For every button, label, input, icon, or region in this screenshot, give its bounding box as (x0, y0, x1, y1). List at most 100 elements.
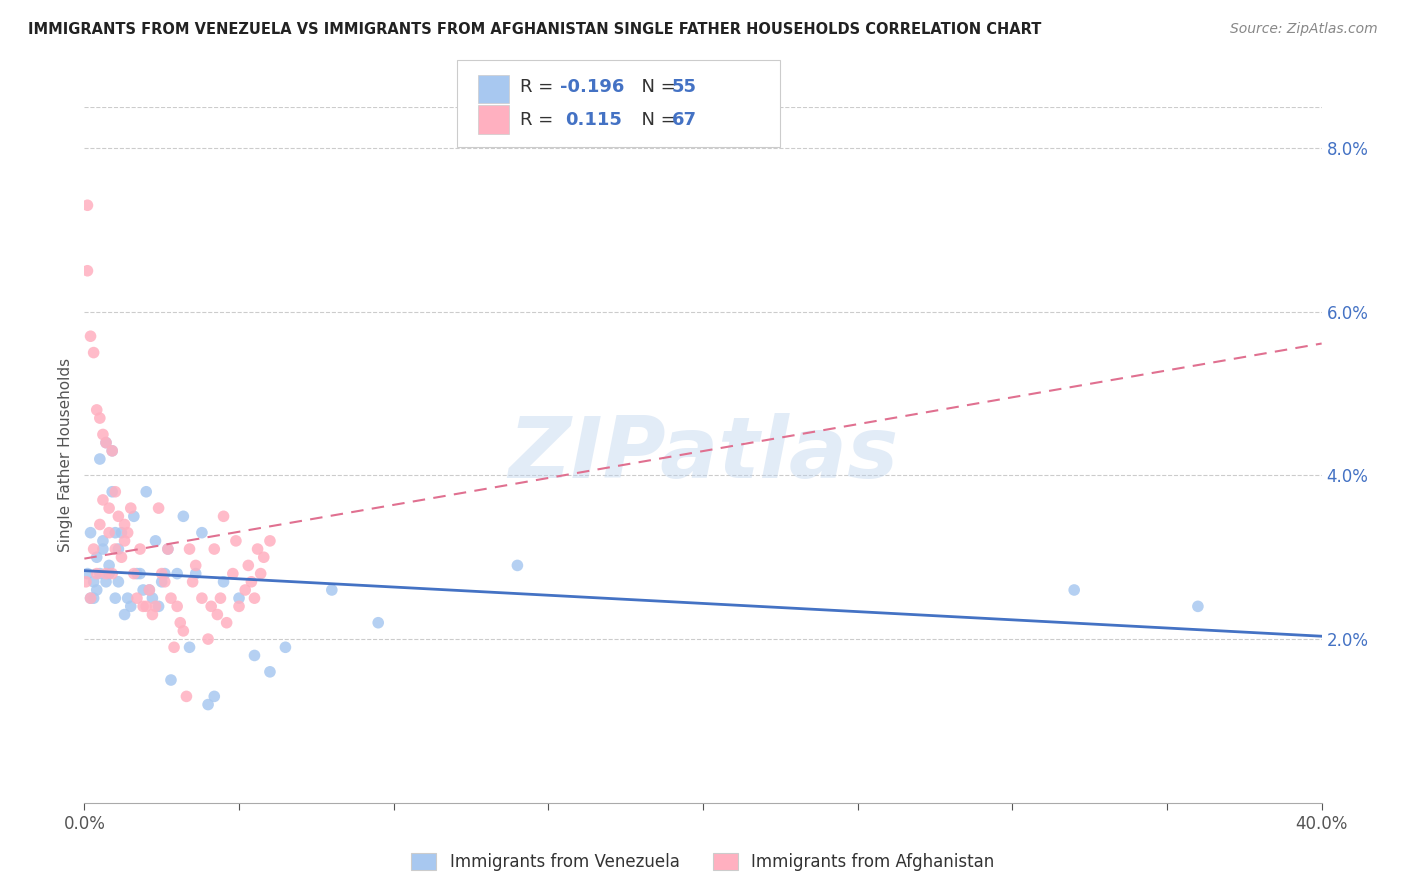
Point (101, 443, 124, 458)
Point (506, 558, 529, 573)
Point (107, 509, 129, 524)
Point (179, 640, 201, 655)
Point (1063, 582, 1085, 597)
Point (107, 574, 129, 589)
Point (104, 542, 127, 557)
Point (114, 607, 136, 622)
Point (169, 615, 191, 630)
Point (153, 566, 176, 581)
Point (117, 591, 139, 606)
Point (1187, 599, 1209, 614)
Point (184, 558, 207, 573)
Point (172, 624, 194, 638)
Point (141, 591, 163, 606)
Point (76, 264, 98, 278)
Point (135, 599, 157, 614)
Point (83, 591, 105, 606)
Text: 0.115: 0.115 (565, 111, 621, 128)
Point (184, 566, 207, 581)
Text: R =: R = (520, 111, 565, 128)
Point (114, 533, 136, 548)
Point (98, 566, 121, 581)
Point (91, 542, 114, 557)
Point (191, 525, 214, 540)
Point (249, 566, 271, 581)
Point (202, 690, 225, 704)
Point (122, 566, 145, 581)
Point (274, 640, 297, 655)
Point (145, 599, 167, 614)
Point (91, 492, 114, 507)
Point (367, 615, 389, 630)
Text: 55: 55 (672, 78, 697, 96)
Point (86, 550, 108, 565)
Point (135, 484, 157, 499)
Point (179, 542, 201, 557)
Point (246, 542, 269, 557)
Point (120, 501, 142, 516)
Point (172, 509, 194, 524)
Point (212, 574, 235, 589)
Point (243, 648, 266, 663)
Point (79, 591, 101, 606)
Point (101, 566, 124, 581)
Point (156, 542, 179, 557)
Point (132, 599, 155, 614)
Point (98, 525, 121, 540)
Text: N =: N = (630, 78, 682, 96)
Point (101, 443, 124, 458)
Point (101, 484, 124, 499)
Point (233, 582, 256, 597)
Point (129, 542, 152, 557)
Point (145, 533, 167, 548)
Point (153, 574, 176, 589)
Point (200, 599, 222, 614)
Point (253, 550, 276, 565)
Point (243, 591, 266, 606)
Point (83, 345, 105, 359)
Point (104, 591, 127, 606)
Point (125, 566, 148, 581)
Point (114, 517, 136, 532)
Point (89, 411, 111, 425)
Point (259, 665, 281, 679)
Point (110, 525, 132, 540)
Point (76, 198, 98, 212)
Point (166, 566, 188, 581)
Point (110, 550, 132, 565)
Point (225, 533, 247, 548)
Text: -0.196: -0.196 (560, 78, 624, 96)
Text: ZIPatlas: ZIPatlas (508, 413, 898, 497)
Point (148, 501, 170, 516)
Point (197, 632, 219, 646)
Point (122, 509, 145, 524)
Point (138, 582, 160, 597)
Point (75, 574, 97, 589)
Point (104, 484, 127, 499)
Point (98, 501, 121, 516)
Point (94, 435, 117, 450)
Point (150, 566, 173, 581)
Point (160, 591, 183, 606)
Point (176, 690, 198, 704)
Point (76, 566, 98, 581)
Point (94, 435, 117, 450)
Point (83, 542, 105, 557)
Point (191, 591, 214, 606)
Point (79, 591, 101, 606)
Text: IMMIGRANTS FROM VENEZUELA VS IMMIGRANTS FROM AFGHANISTAN SINGLE FATHER HOUSEHOLD: IMMIGRANTS FROM VENEZUELA VS IMMIGRANTS … (28, 22, 1042, 37)
Point (209, 591, 232, 606)
Point (207, 607, 229, 622)
Point (89, 566, 111, 581)
Point (222, 566, 245, 581)
Point (132, 582, 155, 597)
Point (197, 698, 219, 712)
Point (228, 591, 250, 606)
Point (212, 509, 235, 524)
Point (94, 566, 117, 581)
Point (83, 574, 105, 589)
Point (148, 599, 170, 614)
Point (166, 599, 188, 614)
Point (86, 403, 108, 417)
Point (117, 525, 139, 540)
